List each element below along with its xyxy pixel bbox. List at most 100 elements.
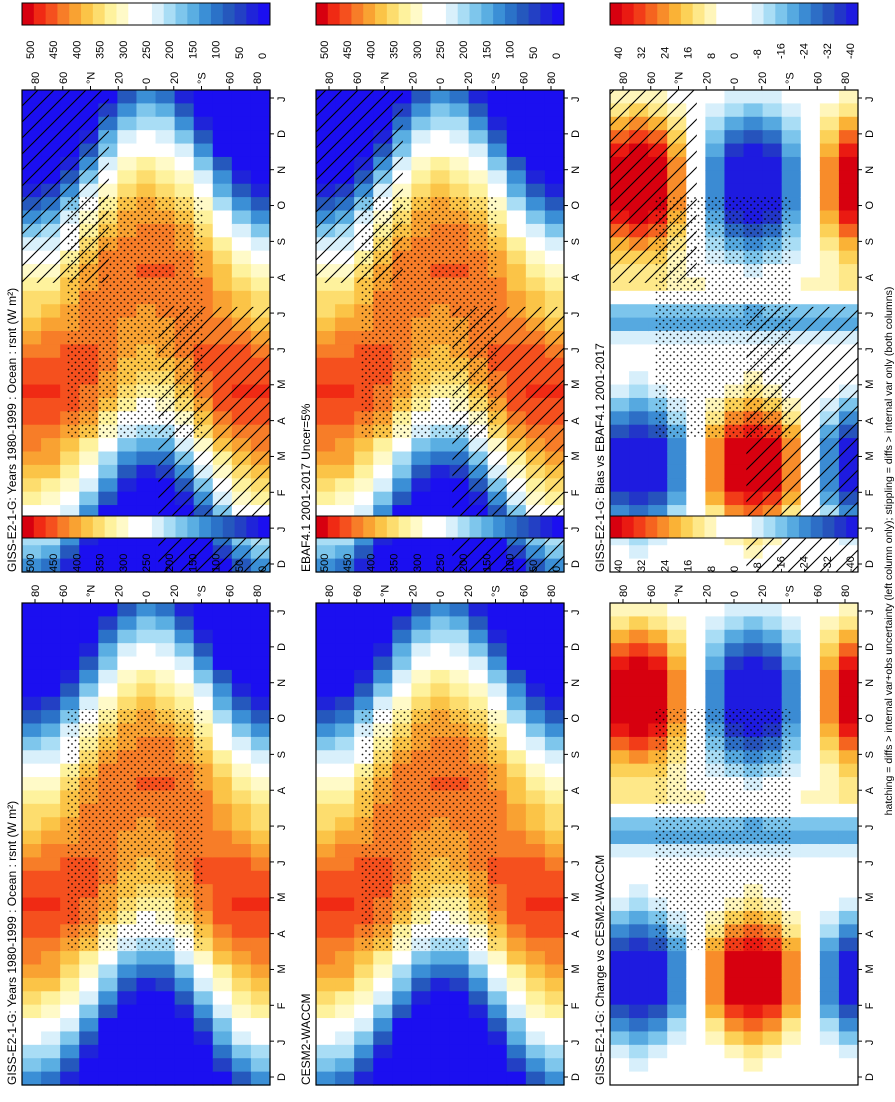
colorbar-label: 250 [435, 41, 447, 59]
panel-bias: 80 60 °N 20 0 20 °S 60 80DJFMAMJJASONDJGISS-E2-1… [593, 72, 876, 573]
heatmap-cell [800, 170, 821, 185]
heatmap-cell [174, 643, 195, 658]
colorbar-label: -24 [799, 556, 811, 572]
heatmap-cell [610, 438, 630, 453]
heatmap-cell [800, 857, 821, 872]
heatmap-cell [506, 156, 527, 171]
heatmap-cell [250, 183, 271, 198]
colorbar-swatch [81, 3, 94, 25]
heatmap-cell [193, 951, 214, 966]
heatmap-cell [838, 1018, 859, 1033]
heatmap-cell [800, 763, 821, 778]
heatmap-cell [212, 910, 233, 925]
heatmap-cell [610, 750, 630, 765]
heatmap-cell [174, 977, 195, 992]
colorbar-swatch [187, 516, 200, 538]
colorbar-label: 450 [342, 554, 354, 572]
heatmap-cell [136, 991, 157, 1006]
heatmap-cell [22, 870, 42, 885]
heatmap-cell [629, 1058, 649, 1073]
heatmap-cell [98, 438, 118, 453]
colorbar-label: -8 [752, 49, 764, 59]
heatmap-cell [686, 1044, 706, 1059]
heatmap-cell [354, 964, 374, 979]
heatmap-cell [705, 616, 726, 631]
heatmap-cell [610, 870, 630, 885]
heatmap-cell [525, 277, 546, 292]
heatmap-cell [335, 424, 355, 439]
heatmap-cell [22, 371, 42, 386]
heatmap-cell [316, 558, 336, 573]
colorbar-label: 150 [187, 554, 199, 572]
month-tick-label: M [570, 893, 582, 902]
heatmap-cell [525, 183, 546, 198]
heatmap-cell [430, 558, 451, 573]
heatmap-cell [762, 90, 783, 104]
heatmap-cell [41, 924, 61, 939]
month-tick-label: F [570, 1002, 582, 1009]
colorbar-frame [315, 2, 565, 26]
heatmap-cell [525, 817, 546, 832]
heatmap-cell [525, 790, 546, 805]
heatmap-cell [506, 1004, 527, 1019]
heatmap-cell [136, 616, 157, 631]
heatmap-cell [762, 1018, 783, 1033]
colorbar-swatch [751, 516, 764, 538]
heatmap-cell [610, 696, 630, 711]
heatmap-cell [629, 1071, 649, 1086]
heatmap-cell [525, 130, 546, 145]
heatmap-cell [800, 951, 821, 966]
heatmap-cell [231, 857, 252, 872]
heatmap-cell [468, 116, 489, 131]
heatmap-cell [193, 656, 214, 671]
heatmap-cell [60, 1004, 80, 1019]
heatmap-cell [762, 156, 783, 171]
heatmap-cell [610, 491, 630, 506]
month-tick-label: M [276, 964, 288, 973]
heatmap-cell [544, 857, 565, 872]
heatmap-cell [22, 643, 42, 658]
heatmap-cell [316, 710, 336, 725]
heatmap-cell [98, 669, 118, 684]
heatmap-cell [136, 696, 157, 711]
heatmap-cell [525, 264, 546, 279]
heatmap-cell [743, 696, 764, 711]
heatmap-cell [98, 696, 118, 711]
heatmap-cell [610, 478, 630, 493]
heatmap-cell [335, 669, 355, 684]
heatmap-cell [335, 603, 355, 617]
heatmap-cell [212, 210, 233, 225]
colorbar-swatch [351, 3, 364, 25]
heatmap-cell [335, 344, 355, 359]
heatmap-cell [411, 656, 432, 671]
heatmap-cell [819, 183, 840, 198]
heatmap-cell [231, 951, 252, 966]
heatmap-cell [136, 669, 157, 684]
heatmap-cell [117, 656, 138, 671]
heatmap-cell [117, 616, 138, 631]
heatmap-cell [629, 803, 649, 818]
colorbar-label: 250 [141, 41, 153, 59]
heatmap-cell [506, 1058, 527, 1073]
heatmap-cell [155, 103, 176, 118]
heatmap-cell [819, 290, 840, 305]
colorbar-swatch [633, 516, 646, 538]
heatmap-cell [705, 603, 726, 617]
heatmap-cell [373, 451, 393, 466]
heatmap-cell [212, 277, 233, 292]
heatmap-cell [41, 643, 61, 658]
heatmap-cell [667, 464, 687, 479]
month-tick-label: N [570, 166, 582, 174]
heatmap-cell [174, 116, 195, 131]
heatmap-cell [335, 710, 355, 725]
heatmap-cell [335, 545, 355, 560]
heatmap-cell [724, 683, 745, 698]
heatmap-cell [79, 464, 99, 479]
heatmap-cell [838, 710, 859, 725]
heatmap-cell [705, 90, 726, 104]
heatmap-cell [819, 237, 840, 252]
heatmap-cell [250, 750, 271, 765]
heatmap-cell [468, 603, 489, 617]
heatmap-cell [41, 545, 61, 560]
heatmap-cell [629, 344, 649, 359]
